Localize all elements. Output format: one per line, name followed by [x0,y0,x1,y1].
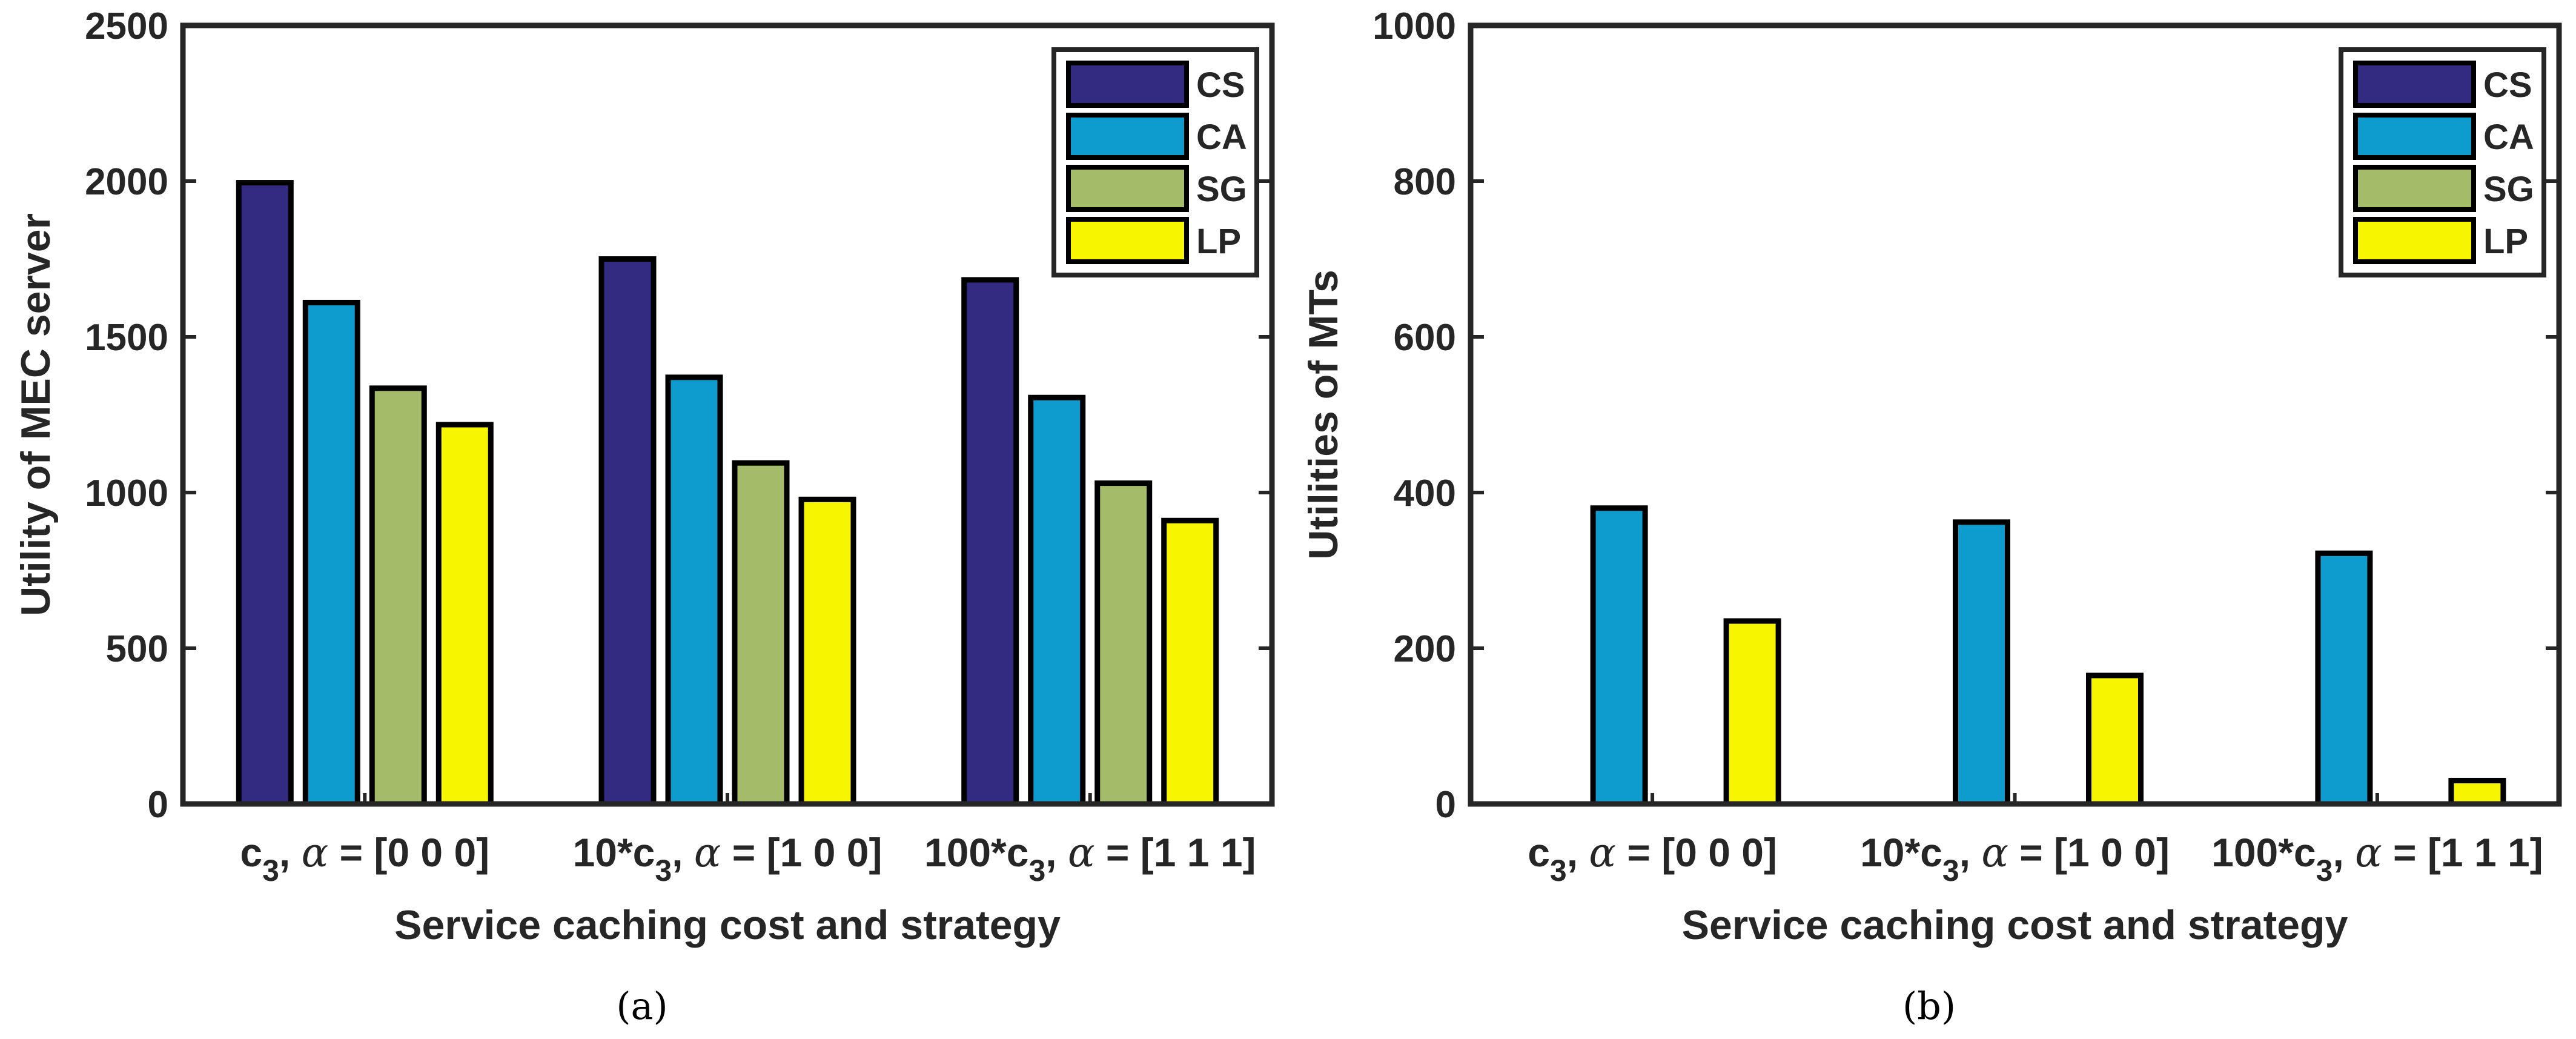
y-tick-label: 800 [1394,161,1456,203]
x-tick-alpha: α [2355,829,2382,876]
x-tick-subscript: 3 [2316,854,2333,888]
x-tick-strategy: = [1 1 1] [1095,830,1256,875]
y-tick-label: 2000 [85,161,168,203]
x-tick-label: 100*c3, α = [1 1 1] [924,829,1256,888]
bar-cs [598,256,657,807]
x-tick-strategy: = [1 0 0] [721,830,882,875]
legend-swatch-ca [1066,113,1189,160]
x-tick-cost: c [240,830,262,875]
bar-ca [1953,519,2010,807]
y-axis-label: Utilities of MTs [1300,270,1346,560]
y-tick-label: 500 [106,628,168,670]
bar-lp [798,496,856,807]
legend-label-ca: CA [2483,118,2534,157]
x-tick-label: 10*c3, α = [1 0 0] [1860,829,2170,888]
y-tick-label: 400 [1394,473,1456,514]
x-tick-cost: c [1528,830,1550,875]
bar-ca [1028,394,1086,807]
legend-swatch-cs [1066,61,1189,108]
bar-ca [302,299,360,807]
x-tick-subscript: 3 [1028,854,1045,888]
axes-box [180,22,1275,807]
y-axis-label: Utility of MEC server [13,213,59,616]
legend-swatch-ca [2353,113,2476,160]
bar-ca [665,374,723,807]
axes-box [1468,22,2562,807]
legend-swatch-cs [2353,61,2476,108]
bar-sg [1094,480,1153,807]
bar-lp [2448,777,2506,807]
y-tick-label: 2500 [85,5,168,47]
bar-sg [369,385,427,807]
x-tick-cost: 100*c [2211,830,2316,875]
x-tick-strategy: = [0 0 0] [328,830,489,875]
x-tick-comma: , [1567,830,1589,875]
x-tick-cost: 10*c [573,830,655,875]
x-tick-strategy: = [0 0 0] [1616,830,1777,875]
x-tick-cost: 10*c [1860,830,1942,875]
x-tick-label: c3, α = [0 0 0] [240,829,489,888]
x-axis-label: Service caching cost and strategy [1682,902,2348,948]
legend-label-cs: CS [2483,65,2532,105]
x-tick-alpha: α [1981,829,2008,876]
x-tick-comma: , [279,830,302,875]
legend-label-lp: LP [1196,222,1241,261]
x-tick-strategy: = [1 0 0] [2008,830,2170,875]
panel-caption: (a) [616,984,667,1028]
y-tick-label: 1000 [85,473,168,514]
x-tick-subscript: 3 [1942,854,1959,888]
x-tick-cost: 100*c [924,830,1029,875]
x-tick-alpha: α [694,829,721,876]
bar-sg [732,460,790,807]
legend-label-sg: SG [2483,170,2534,209]
x-axis-label: Service caching cost and strategy [394,902,1061,948]
bar-ca [1590,505,1648,807]
y-tick-label: 0 [1435,784,1456,826]
legend-swatch-sg [1066,165,1189,212]
bar-lp [2086,672,2144,807]
x-tick-subscript: 3 [262,854,279,888]
bar-lp [435,422,494,807]
bar-cs [236,180,294,807]
legend-label-lp: LP [2483,222,2528,261]
x-tick-subscript: 3 [1550,854,1567,888]
x-tick-subscript: 3 [655,854,672,888]
x-tick-strategy: = [1 1 1] [2382,830,2543,875]
y-tick-label: 600 [1394,317,1456,359]
y-tick-label: 200 [1394,628,1456,670]
legend-label-sg: SG [1196,170,1247,209]
y-tick-label: 1500 [85,317,168,359]
x-tick-alpha: α [1589,829,1616,876]
bar-cs [961,277,1019,807]
x-tick-label: 10*c3, α = [1 0 0] [573,829,882,888]
legend-label-ca: CA [1196,118,1247,157]
x-tick-label: c3, α = [0 0 0] [1528,829,1777,888]
x-tick-alpha: α [302,829,329,876]
y-tick-label: 1000 [1372,5,1456,47]
x-tick-comma: , [2333,830,2355,875]
x-tick-comma: , [1959,830,1982,875]
x-tick-label: 100*c3, α = [1 1 1] [2211,829,2543,888]
panel-caption: (b) [1902,984,1956,1028]
legend-swatch-lp [2353,217,2476,264]
x-tick-alpha: α [1068,829,1095,876]
bar-lp [1723,618,1781,807]
y-tick-label: 0 [148,784,168,826]
bar-ca [2315,550,2373,807]
bar-lp [1161,517,1219,807]
legend-swatch-lp [1066,217,1189,264]
legend-swatch-sg [2353,165,2476,212]
x-tick-comma: , [672,830,694,875]
legend-label-cs: CS [1196,65,1245,105]
x-tick-comma: , [1045,830,1068,875]
